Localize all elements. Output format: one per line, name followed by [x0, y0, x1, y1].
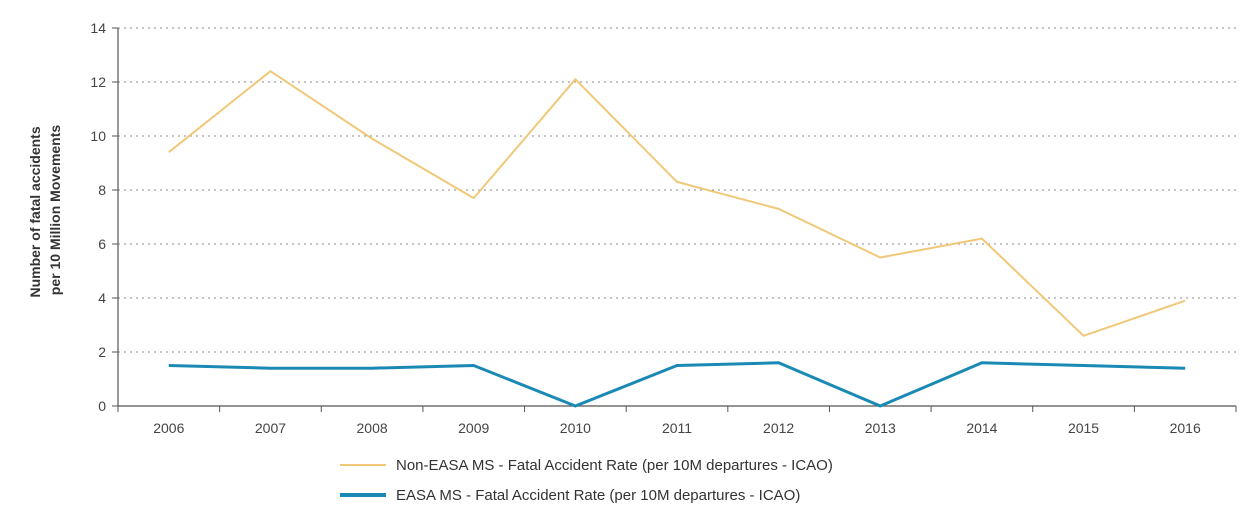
- x-tick-label: 2012: [763, 420, 794, 436]
- legend-label-non-easa: Non-EASA MS - Fatal Accident Rate (per 1…: [396, 456, 833, 474]
- y-tick-labels: 0 2 4 6 8 10 12 14: [90, 20, 106, 414]
- legend-swatch-easa: [340, 493, 386, 497]
- series-line-easa: [168, 361, 1186, 408]
- x-tick-label: 2010: [560, 420, 591, 436]
- y-tick-label: 8: [98, 182, 106, 198]
- y-tick-label: 4: [98, 290, 106, 306]
- y-axis-title: Number of fatal accidents per 10 Million…: [27, 122, 63, 297]
- x-tick-label: 2011: [662, 420, 692, 436]
- x-tick-label: 2013: [865, 420, 896, 436]
- y-tick-label: 6: [98, 236, 106, 252]
- legend: Non-EASA MS - Fatal Accident Rate (per 1…: [340, 452, 1100, 512]
- legend-item-easa: EASA MS - Fatal Accident Rate (per 10M d…: [340, 482, 1100, 508]
- x-tick-label: 2008: [357, 420, 388, 436]
- x-tick-label: 2015: [1068, 420, 1099, 436]
- y-tick-label: 2: [98, 344, 106, 360]
- x-tick-label: 2016: [1170, 420, 1201, 436]
- y-axis-title-line-2: per 10 Million Movements: [47, 125, 63, 296]
- legend-swatch-non-easa: [340, 464, 386, 466]
- x-tick-label: 2007: [255, 420, 286, 436]
- legend-item-non-easa: Non-EASA MS - Fatal Accident Rate (per 1…: [340, 452, 1100, 478]
- x-tick-label: 2006: [153, 420, 184, 436]
- line-chart: 0 2 4 6 8 10 12 14 2006 2007 2008 2009 2010 2011 2012…: [27, 20, 1237, 436]
- legend-label-easa: EASA MS - Fatal Accident Rate (per 10M d…: [396, 486, 801, 504]
- x-tick-label: 2014: [966, 420, 997, 436]
- x-tick-labels: 2006 2007 2008 2009 2010 2011 2012 2013 2014 2015…: [153, 420, 1201, 436]
- series-lines: [168, 70, 1186, 408]
- y-tick-label: 10: [90, 128, 106, 144]
- gridlines: [118, 27, 1236, 353]
- y-tick-label: 14: [90, 20, 106, 36]
- x-tick-label: 2009: [458, 420, 489, 436]
- axes: [112, 27, 1237, 412]
- series-line-non-easa: [168, 70, 1186, 337]
- y-tick-label: 12: [90, 74, 106, 90]
- y-tick-label: 0: [98, 398, 106, 414]
- y-axis-title-line-1: Number of fatal accidents: [27, 126, 43, 297]
